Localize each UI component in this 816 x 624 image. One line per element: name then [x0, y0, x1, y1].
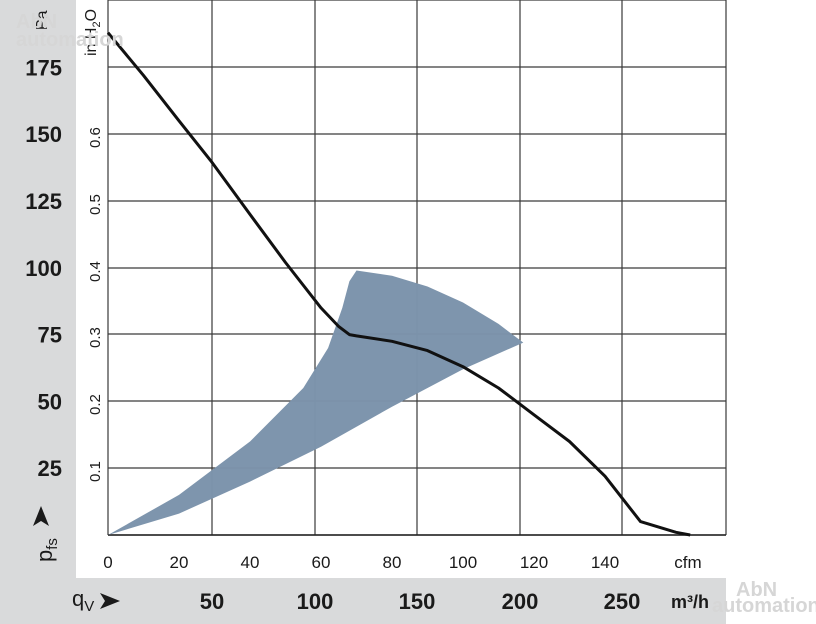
- cfm-tick-0: 0: [103, 553, 112, 572]
- left-panel: [0, 0, 76, 624]
- watermark-top-sub: automation: [16, 29, 124, 51]
- pa-tick-100: 100: [25, 256, 62, 281]
- pa-tick-labels: 25 50 75 100 125 150 175: [25, 55, 62, 481]
- cfm-tick-60: 60: [312, 553, 331, 572]
- inh2o-unit-label: in H2O: [83, 9, 103, 56]
- qv-symbol: qV: [72, 586, 94, 615]
- inh2o-tick-labels: 0.1 0.2 0.3 0.4 0.5 0.6: [87, 127, 104, 482]
- watermark-bottom: AbN: [736, 579, 777, 601]
- operating-area-layer: [108, 270, 524, 535]
- pfs-symbol: pfs: [32, 538, 61, 562]
- m3h-tick-labels: 50 100 150 200 250: [200, 589, 641, 614]
- inh2o-tick-5: 0.6: [87, 127, 104, 148]
- bottom-panel: [0, 578, 726, 624]
- inh2o-tick-0: 0.1: [87, 461, 104, 482]
- m3h-tick-150: 150: [399, 589, 436, 614]
- inh2o-tick-3: 0.4: [87, 261, 104, 282]
- series-line-0: [106, 31, 691, 537]
- cfm-tick-80: 80: [383, 553, 402, 572]
- m3h-unit-label: m³/h: [671, 592, 709, 612]
- pfs-arrow-icon: [33, 506, 49, 526]
- pa-tick-125: 125: [25, 189, 62, 214]
- watermark-bottom-sub: automation: [712, 595, 816, 617]
- qv-arrow-icon: [100, 593, 120, 609]
- pa-unit-label: Pa: [34, 10, 51, 30]
- pa-tick-150: 150: [25, 122, 62, 147]
- cfm-tick-20: 20: [170, 553, 189, 572]
- watermark-top: AbN: [16, 11, 57, 33]
- cfm-tick-40: 40: [241, 553, 260, 572]
- cfm-unit-label: cfm: [674, 553, 701, 572]
- cfm-tick-labels: 0 20 40 60 80 100 120 140: [103, 553, 619, 572]
- pa-tick-50: 50: [38, 389, 62, 414]
- m3h-tick-100: 100: [297, 589, 334, 614]
- inh2o-tick-1: 0.2: [87, 394, 104, 415]
- series-layer: [106, 31, 691, 537]
- pa-tick-25: 25: [38, 456, 62, 481]
- cfm-tick-120: 120: [520, 553, 548, 572]
- pa-tick-75: 75: [38, 323, 62, 348]
- inh2o-tick-4: 0.5: [87, 194, 104, 215]
- cfm-tick-140: 140: [591, 553, 619, 572]
- m3h-tick-200: 200: [502, 589, 539, 614]
- inh2o-tick-2: 0.3: [87, 327, 104, 348]
- m3h-tick-50: 50: [200, 589, 224, 614]
- pa-tick-175: 175: [25, 55, 62, 80]
- m3h-tick-250: 250: [604, 589, 641, 614]
- cfm-tick-100: 100: [449, 553, 477, 572]
- operating-area: [108, 270, 524, 535]
